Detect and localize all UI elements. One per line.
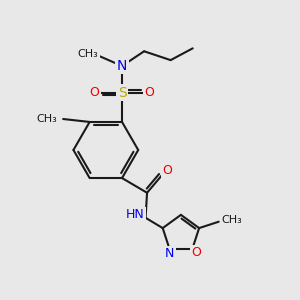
Text: CH₃: CH₃ [37, 114, 57, 124]
Text: CH₃: CH₃ [222, 215, 242, 225]
Text: O: O [163, 164, 172, 177]
Text: HN: HN [126, 208, 145, 221]
Text: N: N [117, 59, 127, 73]
Text: N: N [165, 248, 174, 260]
Text: O: O [192, 246, 202, 259]
Text: O: O [145, 86, 154, 99]
Text: S: S [118, 85, 126, 100]
Text: O: O [90, 86, 100, 99]
Text: CH₃: CH₃ [78, 49, 98, 59]
